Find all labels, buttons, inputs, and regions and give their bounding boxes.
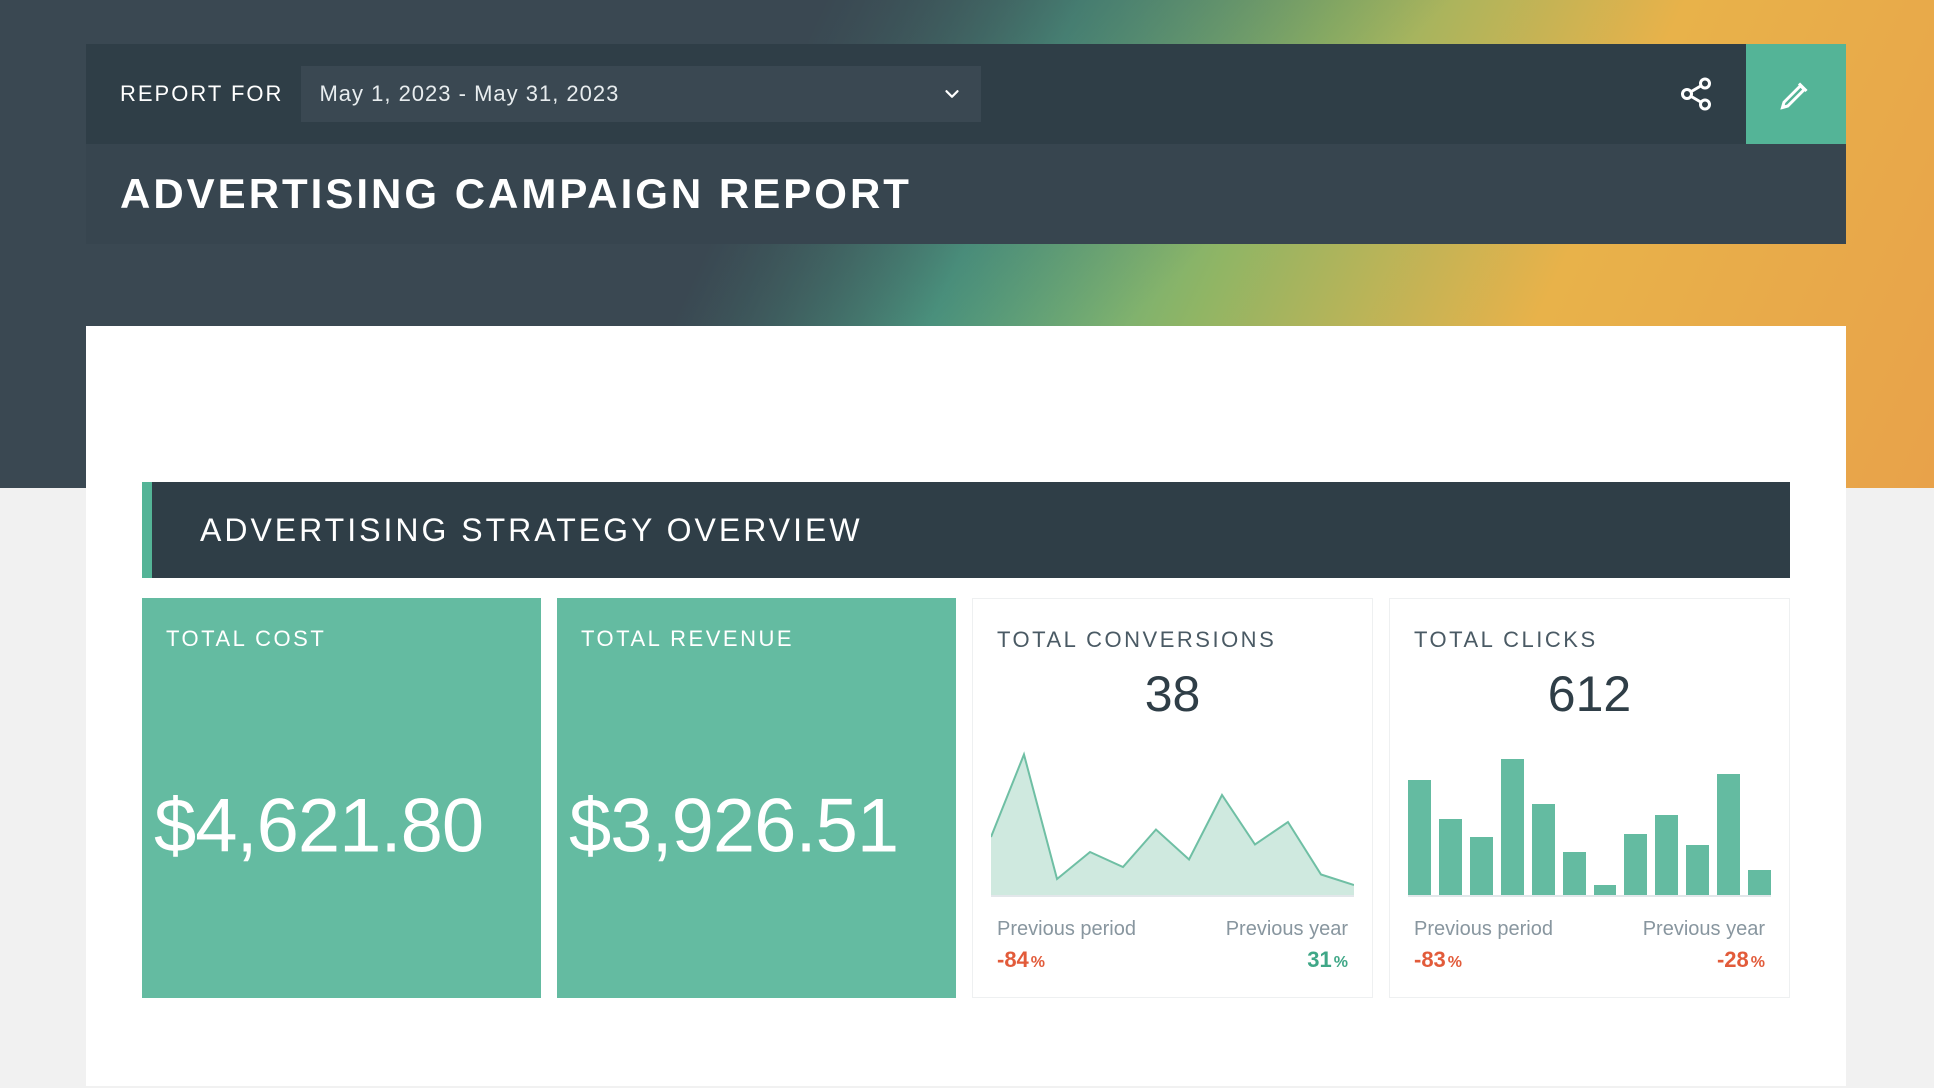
section-header: ADVERTISING STRATEGY OVERVIEW (142, 482, 1790, 578)
prev-period-label: Previous period (1414, 918, 1553, 941)
bar (1501, 759, 1524, 897)
chevron-down-icon (941, 83, 963, 105)
bar (1408, 780, 1431, 897)
bar (1686, 845, 1709, 898)
bar (1439, 819, 1462, 897)
page-title: ADVERTISING CAMPAIGN REPORT (120, 170, 912, 218)
share-button[interactable] (1646, 44, 1746, 144)
kpi-value: 38 (997, 665, 1348, 723)
section-title: ADVERTISING STRATEGY OVERVIEW (200, 512, 863, 549)
bar (1717, 774, 1740, 897)
kpi-total-clicks: TOTAL CLICKS 612 Previous period -83% Pr… (1389, 598, 1790, 998)
prev-year-label: Previous year (1643, 918, 1765, 941)
date-range-value: May 1, 2023 - May 31, 2023 (319, 81, 619, 107)
bar (1655, 815, 1678, 898)
clicks-bar-chart (1408, 747, 1771, 897)
kpi-label: TOTAL CONVERSIONS (997, 627, 1348, 653)
titlebar: ADVERTISING CAMPAIGN REPORT (86, 144, 1846, 244)
topbar: REPORT FOR May 1, 2023 - May 31, 2023 (86, 44, 1846, 144)
report-for-label: REPORT FOR (120, 81, 283, 107)
bar (1470, 837, 1493, 897)
kpi-value: $4,621.80 (154, 782, 529, 869)
kpi-total-conversions: TOTAL CONVERSIONS 38 Previous period -84… (972, 598, 1373, 998)
kpi-label: TOTAL REVENUE (581, 626, 932, 652)
kpi-compare: Previous period -84% Previous year 31% (997, 918, 1348, 973)
bar (1563, 852, 1586, 897)
kpi-label: TOTAL CLICKS (1414, 627, 1765, 653)
prev-year-label: Previous year (1226, 918, 1348, 941)
bar (1748, 870, 1771, 897)
prev-period-value: -83% (1414, 947, 1553, 973)
prev-period-value: -84% (997, 947, 1136, 973)
bar (1532, 804, 1555, 897)
conversions-sparkline (991, 747, 1354, 897)
pencil-icon (1778, 76, 1814, 112)
report-card: ADVERTISING STRATEGY OVERVIEW TOTAL COST… (86, 326, 1846, 1086)
kpi-value: $3,926.51 (569, 782, 944, 869)
kpi-total-revenue: TOTAL REVENUE $3,926.51 (557, 598, 956, 998)
kpi-row: TOTAL COST $4,621.80 TOTAL REVENUE $3,92… (142, 598, 1790, 998)
prev-year-value: -28% (1717, 947, 1765, 973)
kpi-compare: Previous period -83% Previous year -28% (1414, 918, 1765, 973)
kpi-total-cost: TOTAL COST $4,621.80 (142, 598, 541, 998)
edit-button[interactable] (1746, 44, 1846, 144)
prev-period-label: Previous period (997, 918, 1136, 941)
kpi-label: TOTAL COST (166, 626, 517, 652)
date-range-select[interactable]: May 1, 2023 - May 31, 2023 (301, 66, 981, 122)
kpi-value: 612 (1414, 665, 1765, 723)
share-icon (1678, 76, 1714, 112)
bar (1624, 834, 1647, 897)
prev-year-value: 31% (1307, 947, 1348, 973)
